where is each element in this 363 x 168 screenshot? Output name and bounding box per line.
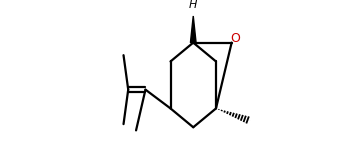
Polygon shape xyxy=(191,16,196,43)
Text: O: O xyxy=(231,32,241,45)
Text: H: H xyxy=(189,0,197,10)
